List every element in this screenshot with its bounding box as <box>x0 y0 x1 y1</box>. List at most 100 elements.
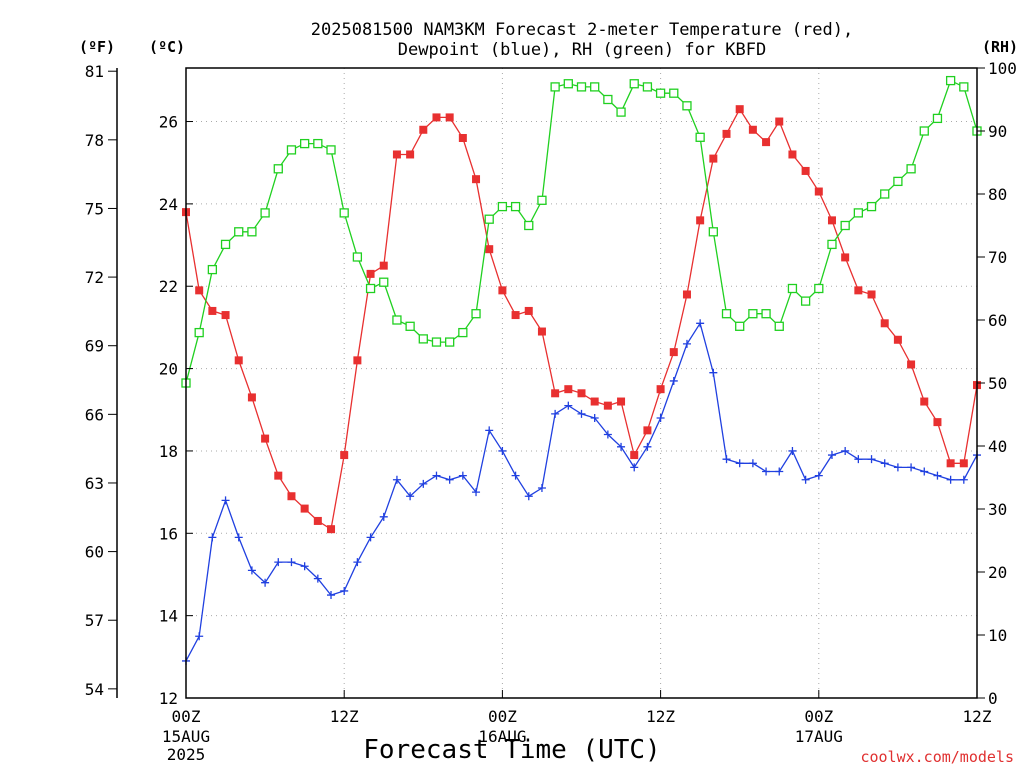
dewpoint-point <box>419 479 428 488</box>
tick-label-x-date: 15AUG <box>162 727 210 746</box>
temperature-point <box>551 389 560 398</box>
rh-point <box>273 164 283 174</box>
dewpoint-point <box>458 471 467 480</box>
credit-text: coolwx.com/models <box>860 748 1014 766</box>
rh-point <box>774 321 784 331</box>
rh-point <box>827 239 837 250</box>
dewpoint-point <box>353 558 362 567</box>
rh-point <box>840 220 850 231</box>
dewpoint-point <box>775 467 784 476</box>
rh-point <box>234 227 244 237</box>
temperature-point <box>920 397 929 406</box>
tick-label-x: 12Z <box>330 707 359 726</box>
temperature-point <box>959 459 968 468</box>
temperature-point <box>709 154 718 163</box>
tick-label-x-date: 17AUG <box>795 727 843 746</box>
grid-lines <box>185 68 978 699</box>
dewpoint-point <box>841 446 850 455</box>
dewpoint-point <box>709 368 718 377</box>
dewpoint-point <box>537 484 546 492</box>
rh-point <box>616 107 626 117</box>
plot-frame <box>185 67 978 699</box>
tick-label-fahrenheit: 69 <box>85 337 104 356</box>
tick-label-rh: 0 <box>988 689 998 708</box>
rh-point <box>682 101 692 111</box>
tick-label-rh: 90 <box>988 122 1007 141</box>
rh-point <box>471 309 481 319</box>
tick-label-fahrenheit: 78 <box>85 131 104 150</box>
rh-point <box>655 88 666 98</box>
rh-point <box>537 195 547 205</box>
dewpoint-point <box>630 463 639 472</box>
rh-point <box>880 189 890 199</box>
temperature-point <box>577 389 586 398</box>
rh-point <box>708 227 718 237</box>
temperature-point <box>827 216 836 225</box>
rh-point <box>299 138 310 149</box>
temperature-point <box>313 516 322 525</box>
dewpoint-point <box>867 455 876 464</box>
rh-point <box>814 283 824 294</box>
dewpoint-point <box>801 475 810 484</box>
temperature-point <box>511 311 520 320</box>
temperature-point <box>630 451 639 460</box>
rh-point <box>207 264 218 275</box>
tick-label-fahrenheit: 75 <box>85 199 104 218</box>
dewpoint-point <box>722 455 731 464</box>
rh-point <box>866 201 877 212</box>
tick-label-rh: 40 <box>988 437 1007 456</box>
dewpoint-point <box>590 414 599 422</box>
tick-label-celsius: 26 <box>159 113 178 132</box>
temperature-point <box>735 105 744 114</box>
rh-point <box>194 327 204 338</box>
tick-label-x: 00Z <box>172 707 201 726</box>
tick-label-fahrenheit: 60 <box>85 543 104 562</box>
dewpoint-point <box>195 632 204 641</box>
rh-point <box>800 296 811 306</box>
temperature-point <box>247 393 256 402</box>
temperature-point <box>788 150 797 159</box>
rh-point <box>629 79 639 89</box>
temperature-point <box>682 290 691 299</box>
tick-label-celsius: 24 <box>159 195 178 214</box>
rh-point <box>669 88 679 98</box>
dewpoint-point <box>261 578 270 587</box>
dewpoint-point <box>907 463 916 472</box>
dewpoint-point <box>880 459 889 468</box>
tick-label-celsius: 14 <box>159 607 178 626</box>
temperature-point <box>933 418 942 427</box>
tick-label-rh: 10 <box>988 626 1007 645</box>
tick-label-celsius: 16 <box>159 524 178 543</box>
rh-point <box>603 94 613 105</box>
temperature-point <box>392 150 401 159</box>
temperature-point <box>669 348 678 357</box>
dewpoint-point <box>208 533 217 542</box>
temperature-point <box>340 451 349 460</box>
rh-point <box>497 201 508 212</box>
rh-point <box>642 82 653 92</box>
rh-point <box>787 283 798 294</box>
temperature-point <box>775 117 784 126</box>
fahrenheit-unit-label: (ºF) <box>79 38 115 56</box>
temperature-point <box>854 286 863 295</box>
tick-label-fahrenheit: 81 <box>85 62 104 81</box>
dewpoint-point <box>617 442 626 451</box>
rh-point <box>590 82 600 92</box>
tick-label-x: 00Z <box>488 707 517 726</box>
rh-unit-label: (RH) <box>982 38 1018 56</box>
rh-point <box>247 227 257 237</box>
rh-point <box>919 126 929 136</box>
chart-title: 2025081500 NAM3KM Forecast 2-meter Tempe… <box>311 20 853 40</box>
rh-point <box>405 321 415 331</box>
dewpoint-point <box>472 488 481 497</box>
temperature-point <box>274 471 283 480</box>
celsius-unit-label: (ºC) <box>149 38 185 56</box>
dewpoint-point <box>577 409 586 418</box>
temperature-point <box>590 397 599 406</box>
temperature-line <box>185 107 978 531</box>
dewpoint-point <box>946 475 955 484</box>
dewpoint-point <box>893 463 902 472</box>
tick-label-celsius: 20 <box>159 360 178 379</box>
temperature-point <box>261 434 270 443</box>
